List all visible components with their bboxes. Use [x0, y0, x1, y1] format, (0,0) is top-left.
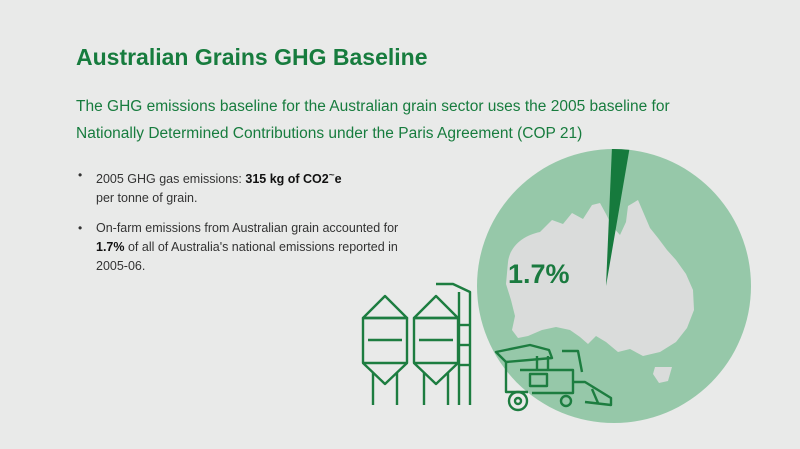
bullet-text-continued: of all of Australia's national emissions…: [96, 240, 398, 274]
bullet-marker: •: [78, 168, 83, 182]
bullet-item-share: • On-farm emissions from Australian grai…: [76, 219, 406, 276]
bullet-text: 2005 GHG gas emissions:: [96, 172, 246, 187]
bullet-superscript: ~: [328, 170, 335, 181]
bullet-emphasis: 315 kg of CO2: [245, 172, 329, 187]
bullet-marker: •: [78, 221, 83, 236]
combine-harvester-icon: [494, 343, 613, 412]
share-percent-label: 1.7%: [508, 259, 570, 289]
bullet-list: • 2005 GHG gas emissions: 315 kg of CO2~…: [76, 166, 406, 287]
australia-map-icon: [506, 200, 694, 356]
bullet-emphasis-suffix: e: [334, 172, 342, 187]
bullet-text-continued: per tonne of grain.: [96, 191, 198, 206]
tasmania-icon: [653, 367, 672, 383]
page-subtitle: The GHG emissions baseline for the Austr…: [76, 98, 670, 142]
bullet-text: On-farm emissions from Australian grain …: [96, 221, 399, 236]
grain-silo-icon: [361, 282, 472, 405]
bullet-emphasis: 1.7%: [96, 240, 125, 255]
bullet-item-emissions: • 2005 GHG gas emissions: 315 kg of CO2~…: [76, 166, 406, 208]
page-title: Australian Grains GHG Baseline: [76, 44, 428, 70]
pie-slice-grain: [606, 148, 630, 286]
